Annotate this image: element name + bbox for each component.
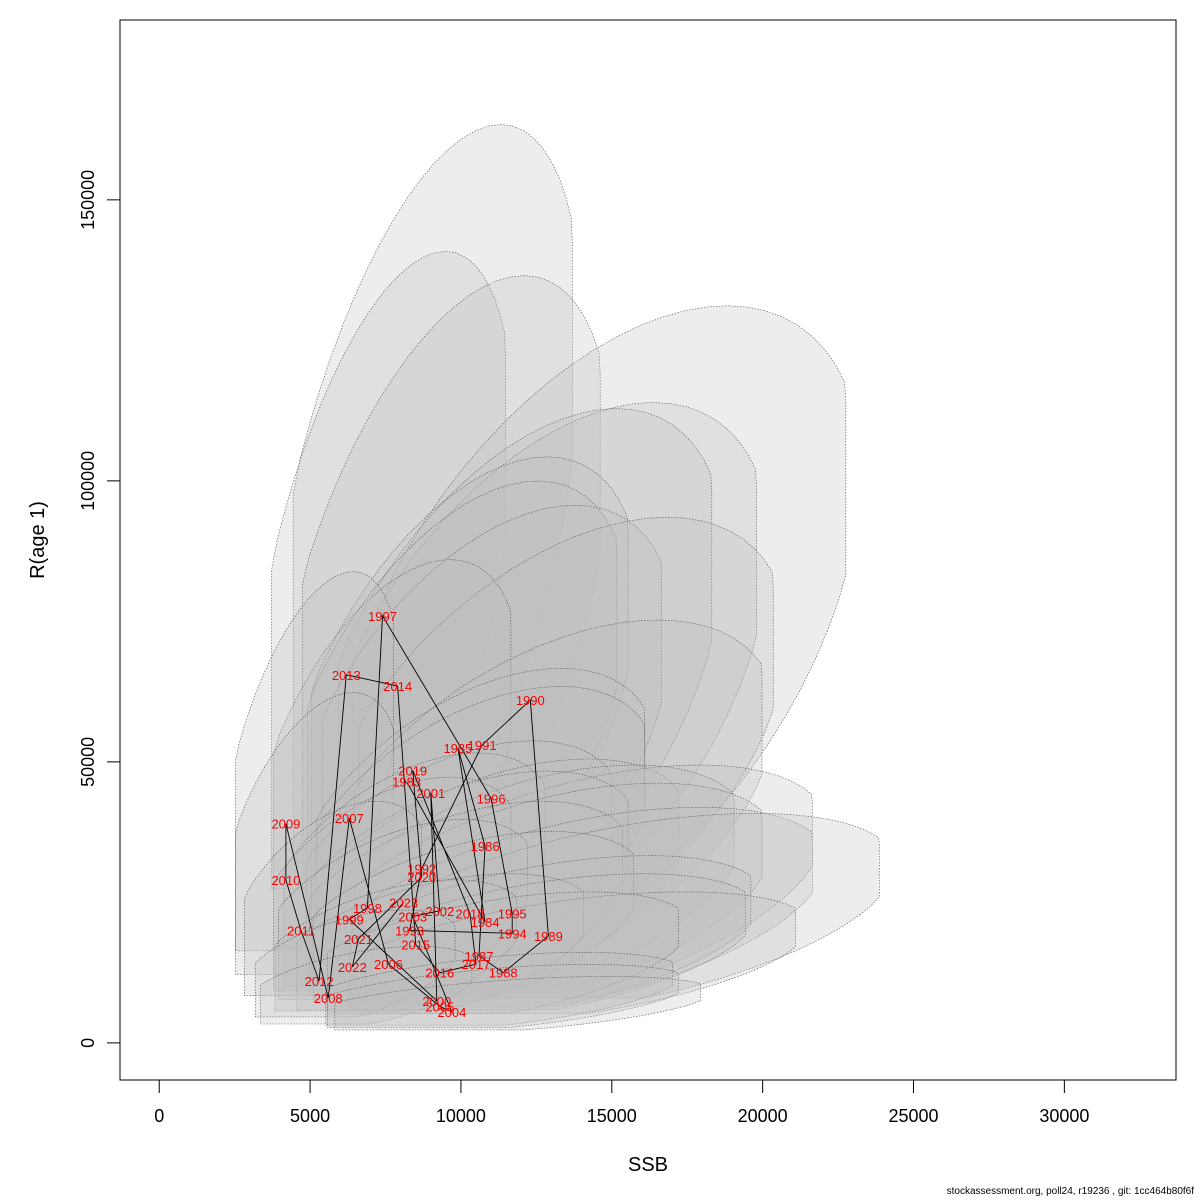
point-label-1992: 1992 [407, 862, 436, 877]
confidence-ellipse-2022 [274, 879, 517, 1012]
confidence-ellipse-1989 [392, 812, 880, 999]
point-label-1995: 1995 [498, 907, 527, 922]
point-label-1990: 1990 [516, 693, 545, 708]
point-label-1994: 1994 [498, 926, 527, 941]
point-label-1984: 1984 [471, 915, 500, 930]
point-label-2023: 2023 [389, 895, 418, 910]
point-label-2020: 2020 [407, 870, 436, 885]
confidence-ellipse-2004 [334, 976, 701, 1031]
confidence-ellipse-2000 [325, 951, 674, 1026]
confidence-ellipse-2007 [272, 559, 512, 949]
point-label-2022: 2022 [338, 960, 367, 975]
y-axis-title: R(age 1) [27, 501, 49, 579]
point-label-2011: 2011 [287, 924, 315, 939]
point-label-2013: 2013 [332, 668, 361, 683]
y-tick-label: 100000 [78, 451, 98, 511]
point-label-1986: 1986 [471, 839, 500, 854]
y-axis: 0 50000 100000 150000 [78, 170, 121, 1048]
confidence-ellipse-2009 [235, 571, 395, 952]
point-label-2002: 2002 [425, 904, 454, 919]
point-label-2021: 2021 [344, 932, 373, 947]
point-label-2012: 2012 [305, 974, 334, 989]
point-label-2017: 2017 [462, 957, 491, 972]
point-label-1988: 1988 [489, 966, 518, 981]
point-label-1997: 1997 [368, 609, 397, 624]
point-label-2006: 2006 [374, 957, 403, 972]
point-label-1996: 1996 [477, 791, 506, 806]
point-label-1987: 1987 [465, 949, 494, 964]
point-label-2005: 2005 [425, 999, 454, 1014]
confidence-ellipse-2001 [321, 504, 662, 939]
confidence-ellipse-2019 [310, 456, 629, 929]
point-label-2000: 2000 [422, 994, 451, 1009]
x-tick-label: 0 [154, 1106, 164, 1126]
confidence-ellipse-2006 [296, 873, 584, 1011]
x-tick-label: 15000 [587, 1106, 637, 1126]
x-tick-label: 20000 [738, 1106, 788, 1126]
x-axis-title: SSB [628, 1154, 668, 1176]
footer-credit: stockassessment.org, poll24, r19236 , gi… [946, 1186, 1194, 1197]
confidence-ellipse-1985 [338, 408, 713, 920]
x-tick-label: 5000 [290, 1106, 330, 1126]
point-label-1989: 1989 [534, 929, 563, 944]
point-label-2018: 2018 [456, 907, 485, 922]
confidence-ellipse-1996 [358, 516, 774, 941]
point-label-1985: 1985 [443, 741, 472, 756]
confidence-ellipse-2010 [235, 692, 395, 975]
confidence-ellipse-1984 [354, 782, 763, 993]
year-labels: 1983 1984 1985 1986 1987 1988 1989 1990 1991 1992… [271, 609, 562, 1020]
confidence-ellipse-1991 [352, 402, 757, 919]
point-label-1991: 1991 [468, 738, 497, 753]
confidence-ellipse-2014 [301, 275, 601, 894]
confidence-ellipse-2017 [348, 873, 746, 1011]
point-label-2004: 2004 [437, 1005, 466, 1020]
point-label-2007: 2007 [335, 811, 364, 826]
x-axis: 0 5000 10000 15000 20000 25000 30000 [154, 1079, 1089, 1126]
point-label-2010: 2010 [271, 873, 300, 888]
point-label-1983: 1983 [392, 775, 421, 790]
point-label-1998: 1998 [353, 901, 382, 916]
x-tick-label: 25000 [888, 1106, 938, 1126]
y-tick-label: 0 [78, 1038, 98, 1048]
confidence-ellipse-2023 [305, 740, 612, 985]
confidence-ellipse-1987 [350, 855, 752, 1007]
point-label-2016: 2016 [425, 966, 454, 981]
confidence-ellipse-1993 [309, 800, 623, 997]
point-label-2015: 2015 [401, 938, 430, 953]
point-label-2008: 2008 [314, 991, 343, 1006]
trajectory-path [285, 614, 549, 1013]
point-label-2014: 2014 [383, 679, 412, 694]
point-label-2019: 2019 [398, 763, 427, 778]
point-label-2001: 2001 [416, 786, 445, 801]
confidence-ellipse-2015 [312, 831, 635, 1002]
confidence-ellipse-1988 [365, 891, 796, 1014]
confidence-ellipse-2011 [244, 800, 422, 997]
point-label-2009: 2009 [271, 817, 300, 832]
y-tick-label: 50000 [78, 737, 98, 787]
point-label-1999: 1999 [335, 912, 364, 927]
y-tick-label: 150000 [78, 170, 98, 230]
trajectory-line [285, 614, 549, 1013]
confidence-ellipse-1998 [283, 752, 545, 987]
confidence-ellipse-2021 [278, 819, 528, 1000]
x-tick-label: 10000 [436, 1106, 486, 1126]
confidence-ellipse-1994 [370, 806, 813, 998]
point-label-1993: 1993 [395, 924, 424, 939]
x-tick-label: 30000 [1039, 1106, 1089, 1126]
point-label-2003: 2003 [398, 909, 427, 924]
confidence-ellipses [235, 124, 880, 1031]
